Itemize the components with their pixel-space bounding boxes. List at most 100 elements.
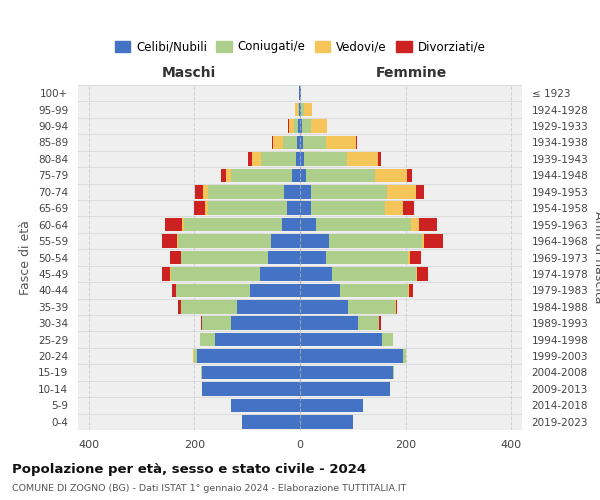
Text: Maschi: Maschi xyxy=(162,66,216,80)
Bar xyxy=(176,284,250,297)
Bar xyxy=(236,300,300,314)
Bar xyxy=(329,234,422,248)
Bar xyxy=(385,202,403,215)
Bar xyxy=(304,103,311,117)
Bar xyxy=(202,366,300,379)
Text: COMUNE DI ZOGNO (BG) - Dati ISTAT 1° gennaio 2024 - Elaborazione TUTTITALIA.IT: COMUNE DI ZOGNO (BG) - Dati ISTAT 1° gen… xyxy=(12,484,406,493)
Bar xyxy=(202,382,300,396)
Bar xyxy=(170,267,260,280)
Bar xyxy=(181,251,268,264)
Bar xyxy=(392,366,394,379)
Bar xyxy=(242,415,300,428)
Bar xyxy=(298,136,300,149)
Bar xyxy=(248,152,252,166)
Bar xyxy=(300,185,311,198)
Bar xyxy=(382,333,392,346)
Bar xyxy=(184,218,281,232)
Bar xyxy=(283,136,298,149)
Bar xyxy=(416,267,418,280)
Bar xyxy=(300,251,326,264)
Bar xyxy=(287,202,300,215)
Bar xyxy=(300,382,390,396)
Bar xyxy=(300,103,301,117)
Bar xyxy=(268,251,300,264)
Bar xyxy=(193,350,194,363)
Bar xyxy=(379,316,381,330)
Bar xyxy=(289,120,294,133)
Bar xyxy=(403,202,413,215)
Bar xyxy=(170,251,181,264)
Bar xyxy=(208,202,287,215)
Bar xyxy=(300,136,302,149)
Bar xyxy=(302,136,326,149)
Bar xyxy=(215,333,300,346)
Text: Femmine: Femmine xyxy=(376,66,446,80)
Bar xyxy=(182,218,184,232)
Bar xyxy=(178,234,271,248)
Bar xyxy=(298,120,300,133)
Bar xyxy=(281,218,300,232)
Bar xyxy=(252,152,262,166)
Bar xyxy=(347,152,378,166)
Bar xyxy=(271,234,300,248)
Bar xyxy=(422,234,424,248)
Bar xyxy=(395,300,397,314)
Bar xyxy=(208,185,284,198)
Bar xyxy=(200,316,202,330)
Bar xyxy=(326,251,409,264)
Bar xyxy=(311,185,387,198)
Bar xyxy=(410,251,421,264)
Y-axis label: Anni di nascita: Anni di nascita xyxy=(592,211,600,304)
Bar xyxy=(205,202,208,215)
Bar xyxy=(300,316,358,330)
Bar xyxy=(355,136,357,149)
Bar xyxy=(302,120,311,133)
Bar xyxy=(304,152,347,166)
Bar xyxy=(424,234,443,248)
Bar xyxy=(231,316,300,330)
Bar xyxy=(419,218,437,232)
Bar xyxy=(231,168,292,182)
Bar xyxy=(358,316,379,330)
Bar xyxy=(284,185,300,198)
Bar xyxy=(300,300,347,314)
Bar xyxy=(332,267,416,280)
Bar xyxy=(300,202,311,215)
Bar xyxy=(201,366,202,379)
Bar xyxy=(418,267,428,280)
Bar xyxy=(272,136,273,149)
Bar xyxy=(300,120,302,133)
Bar xyxy=(161,234,178,248)
Text: Popolazione per età, sesso e stato civile - 2024: Popolazione per età, sesso e stato civil… xyxy=(12,462,366,475)
Bar xyxy=(292,168,300,182)
Bar xyxy=(347,300,395,314)
Bar xyxy=(416,185,424,198)
Bar xyxy=(300,398,364,412)
Bar xyxy=(307,168,375,182)
Bar xyxy=(260,267,300,280)
Bar xyxy=(162,267,170,280)
Bar xyxy=(194,350,197,363)
Bar xyxy=(300,350,403,363)
Bar xyxy=(301,103,304,117)
Bar xyxy=(300,152,304,166)
Bar xyxy=(409,284,413,297)
Bar xyxy=(298,103,299,117)
Bar xyxy=(407,168,412,182)
Bar xyxy=(197,350,300,363)
Bar xyxy=(311,202,385,215)
Bar xyxy=(411,218,419,232)
Bar xyxy=(300,333,382,346)
Bar xyxy=(300,234,329,248)
Bar xyxy=(178,300,181,314)
Bar xyxy=(273,136,283,149)
Bar xyxy=(296,152,300,166)
Bar xyxy=(409,251,410,264)
Bar xyxy=(378,152,381,166)
Bar xyxy=(165,218,182,232)
Bar xyxy=(340,284,409,297)
Bar xyxy=(300,267,332,280)
Legend: Celibi/Nubili, Coniugati/e, Vedovi/e, Divorziati/e: Celibi/Nubili, Coniugati/e, Vedovi/e, Di… xyxy=(110,36,490,58)
Y-axis label: Fasce di età: Fasce di età xyxy=(19,220,32,295)
Bar xyxy=(181,300,236,314)
